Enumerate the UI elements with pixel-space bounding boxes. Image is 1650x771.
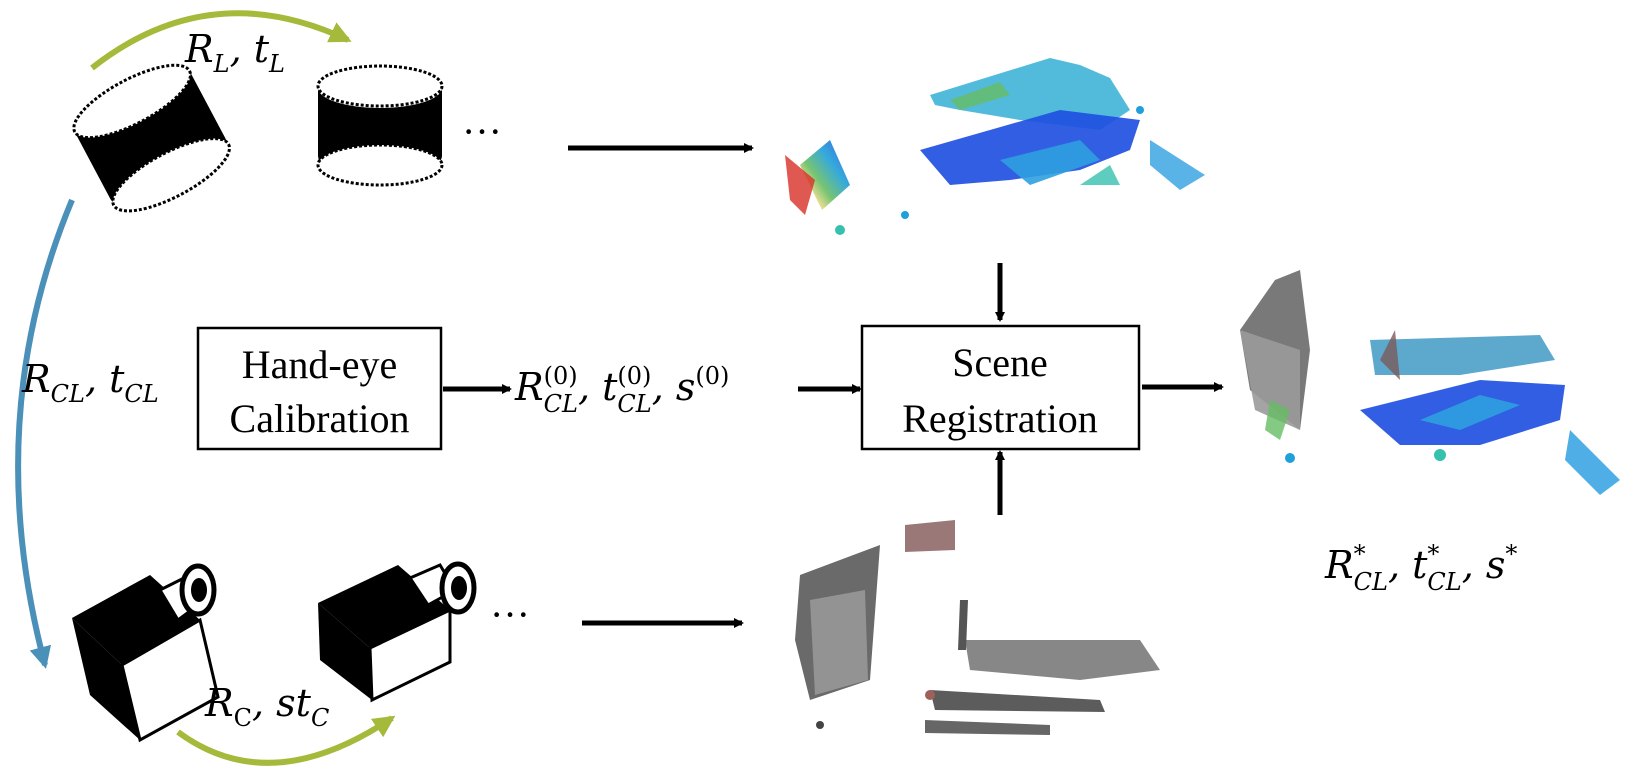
camera-sensor-icon [72, 563, 220, 743]
hand-eye-line1: Hand-eye [242, 342, 397, 387]
camera-motion-label: RC, stC [204, 681, 329, 732]
camera-motion-arrow [176, 715, 396, 766]
camera-point-cloud-image [795, 520, 1160, 735]
extrinsic-arrow [15, 198, 75, 669]
scene-registration-box [860, 324, 1141, 451]
initial-estimate-label: R(0) CL, t(0) CL, s(0) [514, 362, 729, 418]
hand-eye-line2: Calibration [230, 396, 410, 441]
lidar-motion-arrow [90, 10, 352, 71]
lidar-motion-label: RL, tL [184, 27, 285, 78]
extrinsic-label: RCL, tCL [21, 357, 159, 408]
lidar-point-cloud-image [785, 58, 1205, 235]
merged-point-cloud-image [1240, 270, 1620, 495]
final-estimate-label: R* CL, t* CL, s* [1324, 540, 1517, 596]
camera-sensor-icon [318, 561, 477, 703]
hand-eye-calibration-box [196, 326, 443, 451]
camera-ellipsis: ··· [490, 592, 530, 637]
lidar-sensor-icon [72, 63, 231, 213]
registration-line1: Scene [952, 340, 1048, 385]
lidar-ellipsis: ··· [462, 109, 502, 154]
registration-line2: Registration [902, 396, 1098, 441]
lidar-sensor-icon [316, 64, 444, 187]
